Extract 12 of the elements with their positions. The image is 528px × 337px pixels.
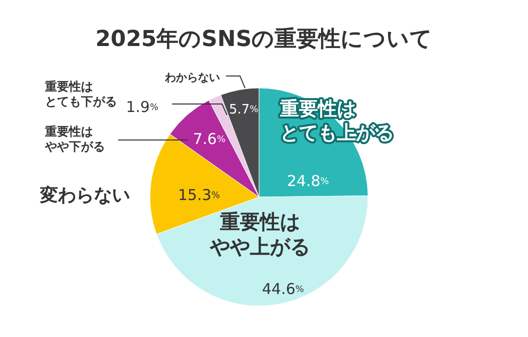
data-label: 7.6% — [193, 130, 226, 148]
data-label: 44.6% — [262, 280, 304, 298]
chart-title: 2025年のSNSの重要性について — [95, 27, 433, 52]
slice-label: 変わらない — [39, 184, 130, 206]
data-label: 1.9% — [126, 98, 159, 116]
data-label: 5.7% — [229, 102, 259, 118]
slice-label: わからない — [164, 71, 220, 84]
slice-label: 重要性はとても下がる — [44, 80, 117, 109]
slice-label: 重要性はやや下がる — [44, 124, 105, 154]
data-label: 24.8% — [287, 172, 330, 190]
data-label: 15.3% — [178, 186, 220, 204]
slice-label: 重要性はやや上がる — [209, 210, 310, 259]
